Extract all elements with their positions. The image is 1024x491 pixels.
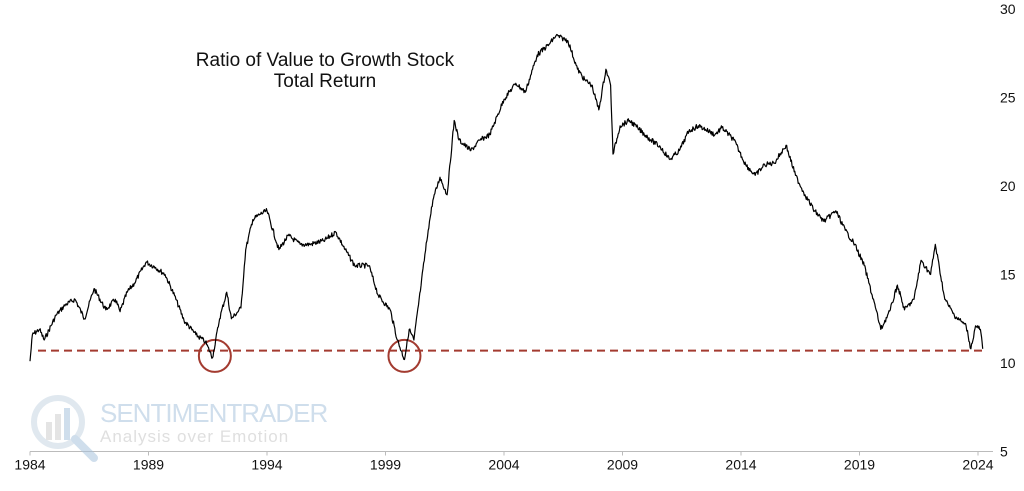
- reference-lines: [38, 338, 982, 373]
- chart-title-line1: Ratio of Value to Growth Stock: [195, 50, 455, 71]
- x-tick-label: 2024: [962, 457, 993, 473]
- watermark-tagline: Analysis over Emotion: [100, 427, 290, 446]
- series-line: [29, 33, 984, 362]
- x-tick-label: 1984: [14, 457, 45, 473]
- watermark-name: SENTIMENTRADER: [100, 398, 328, 428]
- x-tick-label: 1989: [133, 457, 164, 473]
- y-tick-label: 10: [1000, 355, 1016, 371]
- x-tick-label: 1994: [251, 457, 282, 473]
- axes: 1984 1989 1994 1999 2004 2009 2014 2019 2024 5 10 1…: [14, 1, 1015, 473]
- watermark-logo: SENTIMENTRADER Analysis over Emotion: [28, 392, 328, 462]
- highlight-circle: [387, 338, 422, 373]
- y-tick-label: 20: [1000, 178, 1016, 194]
- y-tick-label: 15: [1000, 267, 1016, 283]
- x-tick-label: 2009: [607, 457, 638, 473]
- x-tick-label: 2019: [844, 457, 875, 473]
- series: [29, 33, 984, 362]
- y-tick-label: 30: [1000, 1, 1016, 17]
- magnifier-chart-icon: [31, 395, 98, 462]
- x-tick-label: 1999: [370, 457, 401, 473]
- y-tick-label: 5: [1000, 444, 1008, 460]
- x-tick-label: 2014: [725, 457, 756, 473]
- highlight-circle: [197, 338, 232, 373]
- x-tick-label: 2004: [488, 457, 519, 473]
- chart-subtitle: Total Return: [273, 71, 377, 92]
- y-tick-label: 25: [1000, 90, 1016, 106]
- chart-title: Ratio of Value to Growth Stock Total Ret…: [150, 50, 500, 92]
